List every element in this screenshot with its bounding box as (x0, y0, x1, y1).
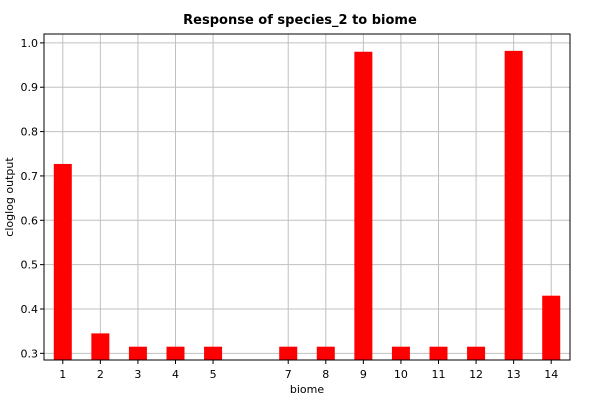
bar-5 (204, 346, 223, 360)
x-axis-ticks: 1 2 3 4 5 7 8 9 10 11 12 13 14 (59, 360, 558, 381)
bars (53, 50, 561, 361)
y-tick-label: 0.5 (21, 259, 39, 272)
y-tick-label: 1.0 (21, 37, 39, 50)
chart-title: Response of species_2 to biome (183, 13, 417, 28)
y-tick-label: 0.8 (21, 126, 39, 139)
y-axis-label: cloglog output (3, 157, 16, 237)
bar-13 (504, 50, 523, 360)
x-tick-label: 1 (59, 368, 66, 381)
x-axis-label: biome (290, 383, 324, 396)
bar-2 (91, 333, 110, 360)
y-tick-label: 0.7 (21, 170, 39, 183)
x-tick-label: 12 (469, 368, 483, 381)
bar-1 (53, 163, 72, 360)
x-tick-label: 11 (432, 368, 446, 381)
grid-lines (44, 34, 570, 360)
x-tick-label: 7 (285, 368, 292, 381)
y-tick-label: 0.3 (21, 347, 39, 360)
bar-10 (391, 346, 410, 360)
x-tick-label: 4 (172, 368, 179, 381)
bar-14 (542, 295, 561, 360)
y-tick-label: 0.9 (21, 81, 39, 94)
x-tick-label: 14 (544, 368, 558, 381)
x-tick-label: 8 (322, 368, 329, 381)
x-tick-label: 10 (394, 368, 408, 381)
x-tick-label: 13 (507, 368, 521, 381)
y-tick-label: 0.6 (21, 214, 39, 227)
bar-9 (354, 51, 373, 361)
y-tick-label: 0.4 (21, 303, 39, 316)
x-tick-label: 9 (360, 368, 367, 381)
bar-11 (429, 346, 448, 360)
bar-3 (128, 346, 147, 360)
x-tick-label: 3 (134, 368, 141, 381)
bar-7 (279, 346, 298, 360)
bar-12 (467, 346, 486, 360)
x-tick-label: 2 (97, 368, 104, 381)
y-axis-ticks: 0.3 0.4 0.5 0.6 0.7 0.8 0.9 1.0 (21, 37, 44, 360)
x-tick-label: 5 (210, 368, 217, 381)
plot-frame (43, 33, 571, 361)
bar-8 (316, 346, 335, 360)
bar-4 (166, 346, 185, 360)
